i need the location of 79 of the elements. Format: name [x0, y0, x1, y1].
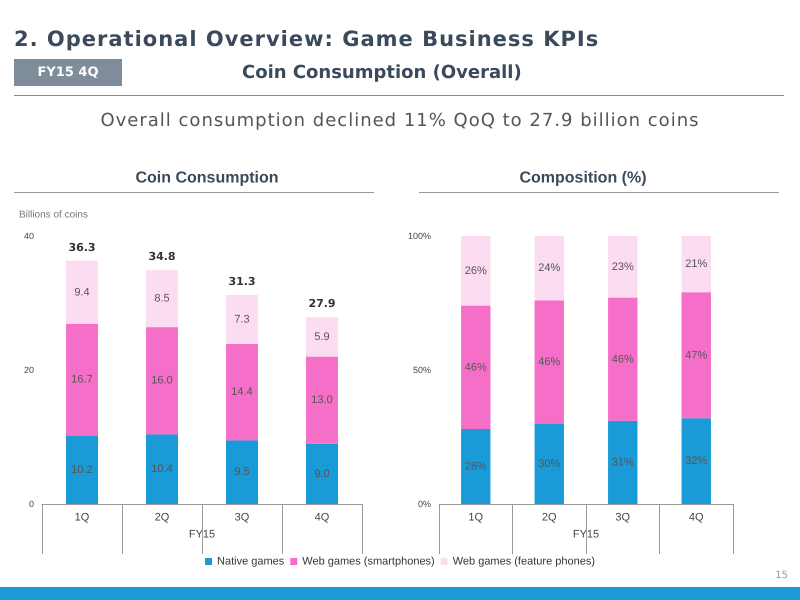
data-label: 8.5: [154, 292, 170, 305]
data-label: 13.0: [311, 394, 333, 406]
bar: [461, 236, 490, 306]
x-tick-label: 4Q: [314, 512, 330, 524]
bar: [461, 428, 490, 504]
bar: [306, 317, 338, 357]
bar: [226, 440, 258, 504]
data-label: 30%: [538, 458, 560, 470]
bar: [66, 436, 98, 504]
data-label: 28%: [464, 460, 487, 472]
bar: [608, 298, 638, 421]
data-label: 46%: [464, 361, 487, 374]
data-label: 10.2: [71, 464, 93, 476]
y-tick-label: 20: [24, 365, 34, 375]
total-label: 34.8: [148, 250, 176, 264]
y-tick-label: 0%: [418, 499, 432, 509]
data-label: 14.4: [231, 386, 253, 398]
bar: [682, 236, 711, 292]
data-label: 46%: [538, 356, 560, 368]
x-tick-label: 2Q: [154, 512, 170, 524]
x-axis-title: FY15: [188, 528, 216, 540]
text: 15: [775, 570, 788, 581]
bar: [534, 424, 564, 504]
x-tick-label: 4Q: [688, 512, 704, 524]
bar: [226, 294, 258, 344]
bar: [66, 260, 98, 324]
x-tick-label: 3Q: [615, 512, 631, 524]
total-label: 27.9: [308, 297, 336, 310]
data-label: 21%: [685, 258, 708, 270]
data-label: 9.0: [314, 468, 330, 480]
bar: [146, 270, 178, 328]
total-label: 31.3: [228, 274, 256, 288]
x-tick-label: 2Q: [542, 512, 558, 524]
data-label: 32%: [685, 455, 708, 468]
data-label: 10.4: [151, 463, 173, 476]
chart-title: Composition (%): [519, 170, 647, 186]
bar: [608, 236, 638, 298]
data-label: 16.0: [151, 374, 173, 387]
y-tick-label: 0: [28, 499, 34, 509]
data-label: 23%: [612, 260, 634, 273]
data-label: 47%: [685, 349, 708, 362]
data-label: 31%: [612, 456, 634, 468]
text: Overall consumption declined 11% QoQ to 27.9 billion coins: [99, 110, 700, 131]
bar: [146, 434, 178, 504]
bar: [534, 300, 564, 424]
y-axis-title: Billions of coins: [19, 210, 88, 220]
chart-title: Coin Consumption: [135, 170, 279, 186]
legend-label: Web games (smartphones): [302, 556, 435, 568]
legend-label: Web games (feature phones): [452, 556, 595, 568]
bar: [461, 306, 490, 429]
data-label: 24%: [538, 262, 560, 274]
bar: [306, 444, 338, 504]
x-tick-label: 3Q: [234, 512, 250, 524]
data-label: 26%: [464, 264, 487, 277]
bar: [608, 420, 638, 504]
y-tick-label: 50%: [413, 365, 432, 375]
data-label: 16.7: [71, 374, 93, 386]
bar: [306, 356, 338, 444]
y-tick-label: 100%: [408, 231, 432, 241]
x-tick-label: 1Q: [74, 512, 90, 524]
bar: [226, 344, 258, 440]
y-tick-label: 40: [24, 231, 34, 241]
bar: [682, 418, 711, 504]
text: Coin Consumption (Overall): [242, 62, 522, 83]
x-axis-title: FY15: [572, 528, 600, 540]
text: FY15 4Q: [14, 59, 122, 86]
text: 2. Operational Overview: Game Business KPIs: [14, 27, 600, 51]
bar: [534, 236, 564, 300]
legend-label: Native games: [217, 556, 285, 568]
data-label: 9.4: [74, 286, 90, 298]
bar: [146, 327, 178, 434]
data-label: 9.5: [234, 466, 250, 478]
data-label: 7.3: [234, 313, 250, 326]
x-tick-label: 1Q: [468, 512, 484, 524]
total-label: 36.3: [68, 240, 96, 254]
bar: [66, 324, 98, 436]
data-label: 5.9: [314, 330, 330, 343]
data-label: 46%: [612, 353, 634, 366]
bar: [682, 292, 711, 418]
